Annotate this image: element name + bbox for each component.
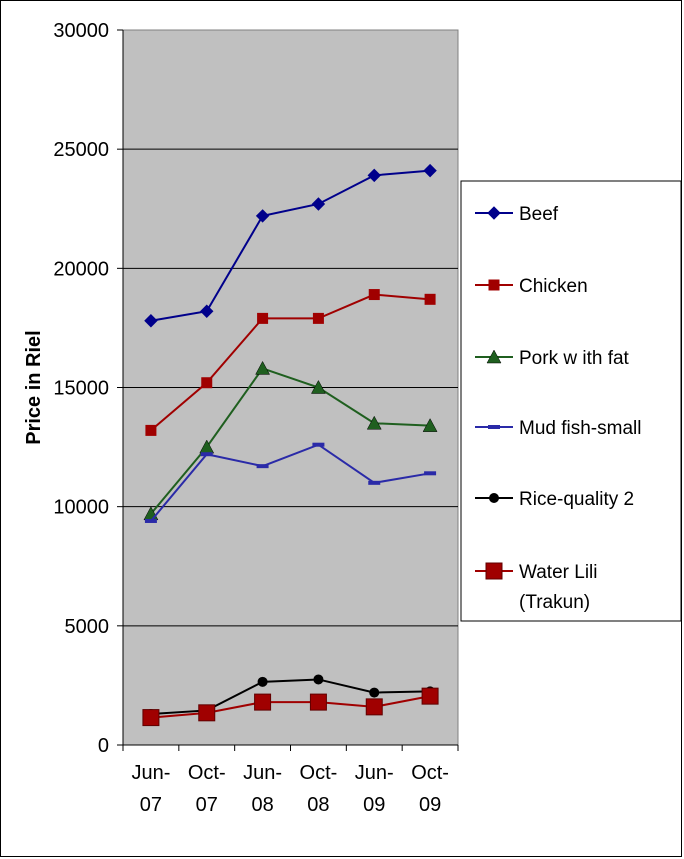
data-point xyxy=(369,687,380,698)
legend-swatch-marker xyxy=(489,493,499,503)
y-tick-label: 10000 xyxy=(53,497,109,519)
data-point xyxy=(365,698,383,716)
y-axis-title: Price in Riel xyxy=(23,330,45,445)
data-point xyxy=(367,168,381,183)
y-tick-label: 20000 xyxy=(53,258,109,280)
data-point xyxy=(257,676,268,687)
data-point xyxy=(257,312,269,324)
data-point xyxy=(144,518,157,523)
series-line-2 xyxy=(150,367,431,515)
data-point xyxy=(144,314,158,328)
legend-swatch-marker xyxy=(485,562,503,580)
legend-label: Beef xyxy=(519,204,559,225)
data-point xyxy=(312,312,324,324)
legend-label: Chicken xyxy=(519,276,588,297)
data-point xyxy=(142,709,160,727)
data-point xyxy=(368,289,380,301)
series-line-1 xyxy=(150,293,431,432)
data-point xyxy=(422,418,438,432)
y-tick-label: 0 xyxy=(98,735,109,757)
y-tick-label: 30000 xyxy=(53,20,109,42)
data-point xyxy=(368,480,381,485)
x-tick-label: Jun-07 xyxy=(131,762,170,816)
data-point xyxy=(200,304,214,318)
x-tick-label: Oct-09 xyxy=(411,762,449,816)
y-tick-label: 25000 xyxy=(53,139,109,161)
x-tick-label: Jun-09 xyxy=(355,762,394,816)
data-point xyxy=(254,693,272,711)
data-point xyxy=(313,674,324,685)
legend-label: Water Lili (Trakun) xyxy=(519,562,597,613)
y-tick-label: 15000 xyxy=(53,378,109,400)
series-line-0 xyxy=(150,169,431,322)
series-line-4 xyxy=(150,678,431,716)
legend-swatch-marker xyxy=(488,279,500,291)
data-point xyxy=(366,415,382,430)
data-point xyxy=(256,464,269,469)
legend-swatch-marker xyxy=(487,206,501,220)
data-point xyxy=(198,704,216,722)
data-point xyxy=(311,197,326,211)
legend-label: Mud fish-small xyxy=(519,418,641,439)
series-line-3 xyxy=(150,443,431,522)
legend-label: Rice-quality 2 xyxy=(519,489,634,510)
y-tick-label: 5000 xyxy=(65,616,110,638)
data-point xyxy=(424,471,437,476)
data-point xyxy=(201,377,213,389)
x-tick-label: Jun-08 xyxy=(243,762,282,816)
series-line-5 xyxy=(150,695,431,719)
legend-box xyxy=(460,180,682,622)
x-tick-label: Oct-07 xyxy=(188,762,226,816)
legend-swatch-marker xyxy=(488,425,500,429)
legend-swatch-marker xyxy=(486,349,502,364)
data-point xyxy=(421,687,439,705)
data-point xyxy=(255,360,271,375)
data-point xyxy=(309,693,327,711)
legend-label: Pork w ith fat xyxy=(519,348,630,369)
x-tick-label: Oct-08 xyxy=(300,762,338,816)
data-point xyxy=(424,293,436,305)
data-point xyxy=(312,442,325,447)
data-point xyxy=(255,209,270,223)
data-point xyxy=(145,424,157,436)
data-point xyxy=(200,452,213,457)
data-point xyxy=(423,163,437,178)
data-point xyxy=(310,379,326,394)
